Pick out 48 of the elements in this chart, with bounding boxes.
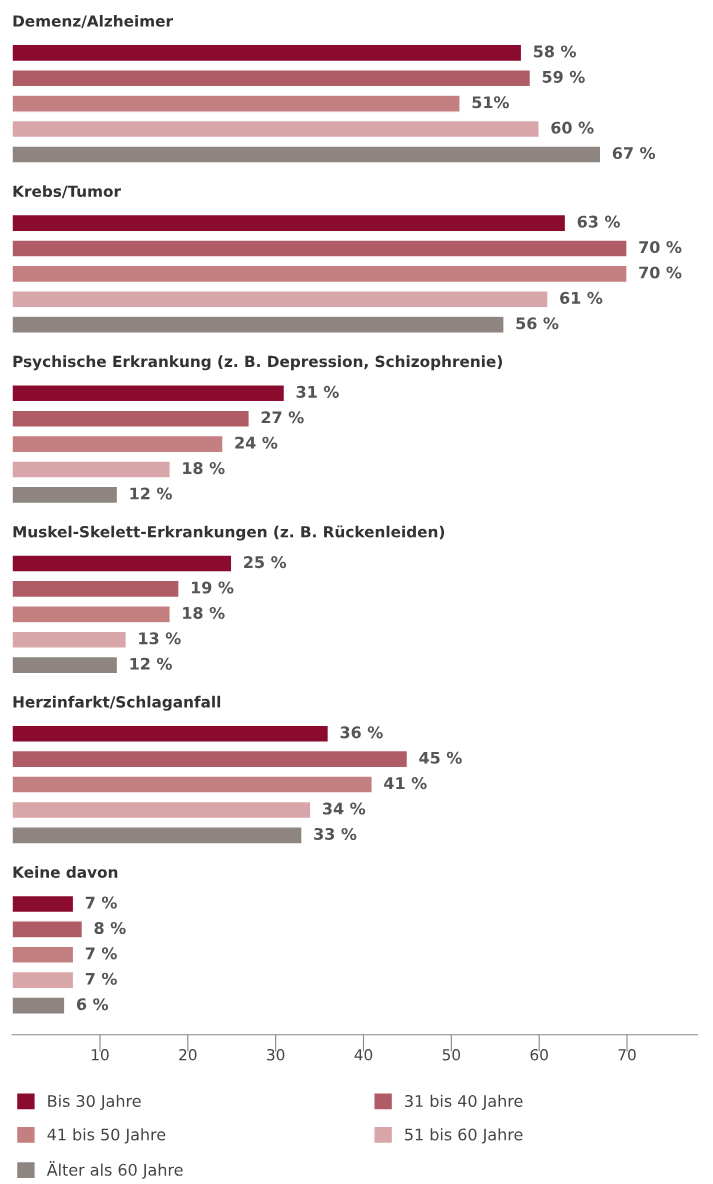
x-tick-label: 20	[179, 1048, 197, 1061]
y-tick-label: Psychische Erkrankung (z. B. Depression, Schizophrenie)	[13, 355, 502, 371]
data-label: 45 %	[419, 751, 462, 764]
data-label: 18 %	[183, 462, 225, 475]
data-label: 12 %	[130, 657, 172, 670]
data-label: 56 %	[516, 317, 559, 330]
data-label: 41 %	[384, 777, 427, 790]
x-tick-label: 60	[530, 1048, 548, 1061]
data-label: 27 %	[261, 411, 304, 424]
x-tick-label: 70	[618, 1048, 636, 1061]
data-label: 18 %	[183, 606, 225, 619]
data-label: 31 %	[296, 385, 339, 398]
y-tick-label: Keine davon	[13, 866, 118, 878]
data-label: 12 %	[130, 487, 172, 500]
data-label: 36 %	[340, 726, 383, 739]
data-label: 58 %	[533, 45, 577, 58]
data-label: 60 %	[551, 121, 594, 134]
x-tick-label: 10	[91, 1048, 109, 1061]
data-label: 33 %	[314, 827, 357, 841]
x-tick-label: 40	[354, 1048, 373, 1061]
legend-label: Älter als 60 Jahre	[46, 1161, 183, 1179]
legend-label: Bis 30 Jahre	[48, 1094, 141, 1110]
data-label: 25 %	[244, 556, 287, 569]
y-tick-label: Muskel-Skelett-Erkrankungen (z. B. Rückenleiden)	[13, 525, 445, 541]
data-label: 6 %	[76, 998, 109, 1011]
data-label: 70 %	[639, 266, 682, 279]
data-label: 59 %	[542, 70, 585, 83]
legend-label: 31 bis 40 Jahre	[405, 1094, 523, 1110]
data-label: 7 %	[85, 896, 117, 909]
x-tick-label: 30	[267, 1048, 285, 1061]
y-tick-label: Krebs/Tumor	[13, 185, 121, 199]
data-label: 51%	[472, 96, 509, 109]
x-tick-label: 50	[442, 1048, 461, 1061]
data-label: 24 %	[235, 436, 278, 449]
data-label: 34 %	[322, 802, 366, 815]
data-label: 63 %	[577, 215, 620, 228]
data-label: 70 %	[639, 241, 682, 254]
data-label: 67 %	[612, 147, 656, 160]
data-label: 8 %	[94, 921, 126, 935]
data-label: 19 %	[191, 581, 234, 594]
legend-label: 51 bis 60 Jahre	[405, 1128, 523, 1144]
legend-label: 41 bis 50 Jahre	[47, 1128, 166, 1144]
data-label: 7 %	[85, 947, 117, 960]
y-tick-label: Demenz/Alzheimer	[13, 14, 173, 28]
data-label: 61 %	[560, 291, 603, 304]
data-label: 13 %	[139, 632, 181, 645]
data-label: 7 %	[85, 972, 117, 985]
y-tick-label: Herzinfarkt/Schlaganfall	[13, 695, 221, 711]
